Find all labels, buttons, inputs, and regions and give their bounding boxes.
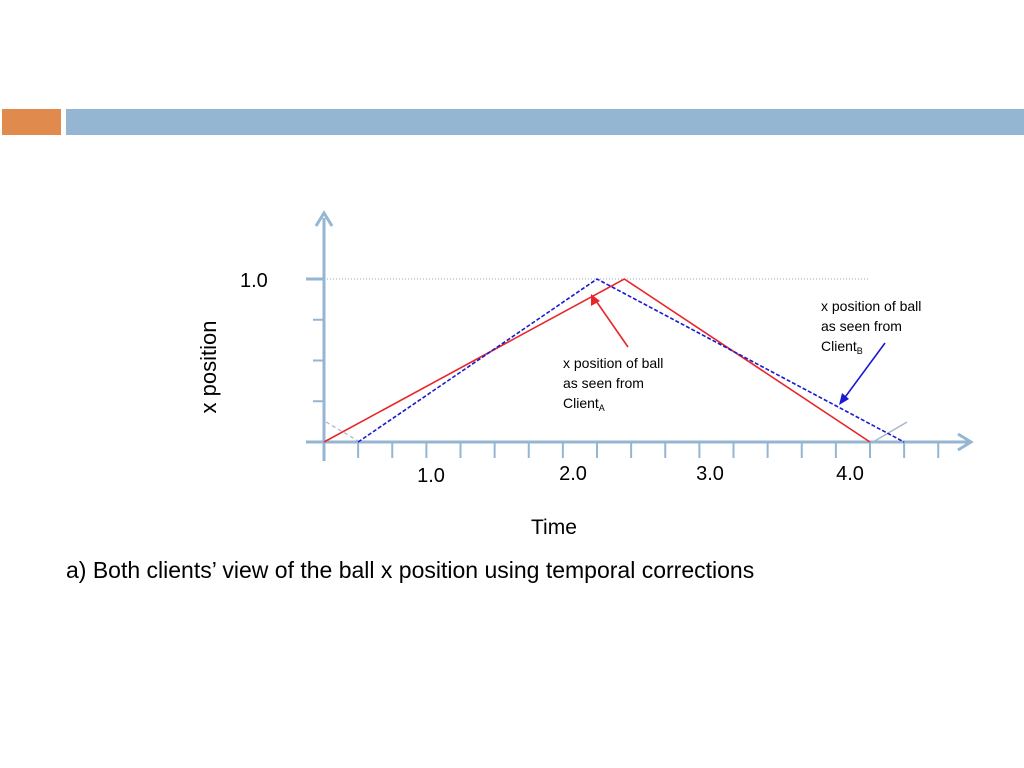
annotation-b-subscript: B [856, 346, 863, 356]
arrowhead-client-a [591, 294, 600, 306]
series-line-client-b [357, 278, 905, 443]
annotation-a-line2: as seen from [563, 375, 644, 391]
annotation-b-line3: Client [821, 338, 857, 354]
slide-accent-blue [66, 109, 1024, 135]
y-tick-label: 1.0 [240, 270, 268, 292]
arrow-client-b [842, 342, 886, 401]
x-tick-label-2: 2.0 [559, 463, 587, 485]
annotation-a-subscript: A [598, 403, 605, 413]
y-axis-label: x position [196, 320, 221, 414]
annotation-a-line1: x position of ball [563, 355, 664, 371]
slide-accent-orange [2, 109, 61, 135]
annotation-client-a: x position of ball as seen from ClientA [563, 353, 663, 418]
x-axis-label: Time [531, 516, 577, 539]
annotation-b-line1: x position of ball [821, 298, 922, 314]
x-axis-arrow [957, 432, 974, 452]
x-tick-label-1: 1.0 [417, 465, 445, 487]
annotation-a-line3: Client [563, 395, 599, 411]
x-tick-label-3: 3.0 [696, 463, 724, 485]
annotation-client-b: x position of ball as seen from ClientB [821, 296, 921, 361]
series-line-client-a [323, 278, 871, 443]
y-axis-arrow [314, 210, 334, 227]
x-tick-label-4: 4.0 [836, 463, 864, 485]
helper-stroke-right [872, 421, 908, 443]
slide-caption: a) Both clients’ view of the ball x posi… [66, 557, 755, 583]
arrow-client-a [593, 297, 629, 348]
arrowhead-client-b [839, 393, 849, 405]
annotation-b-line2: as seen from [821, 318, 902, 334]
